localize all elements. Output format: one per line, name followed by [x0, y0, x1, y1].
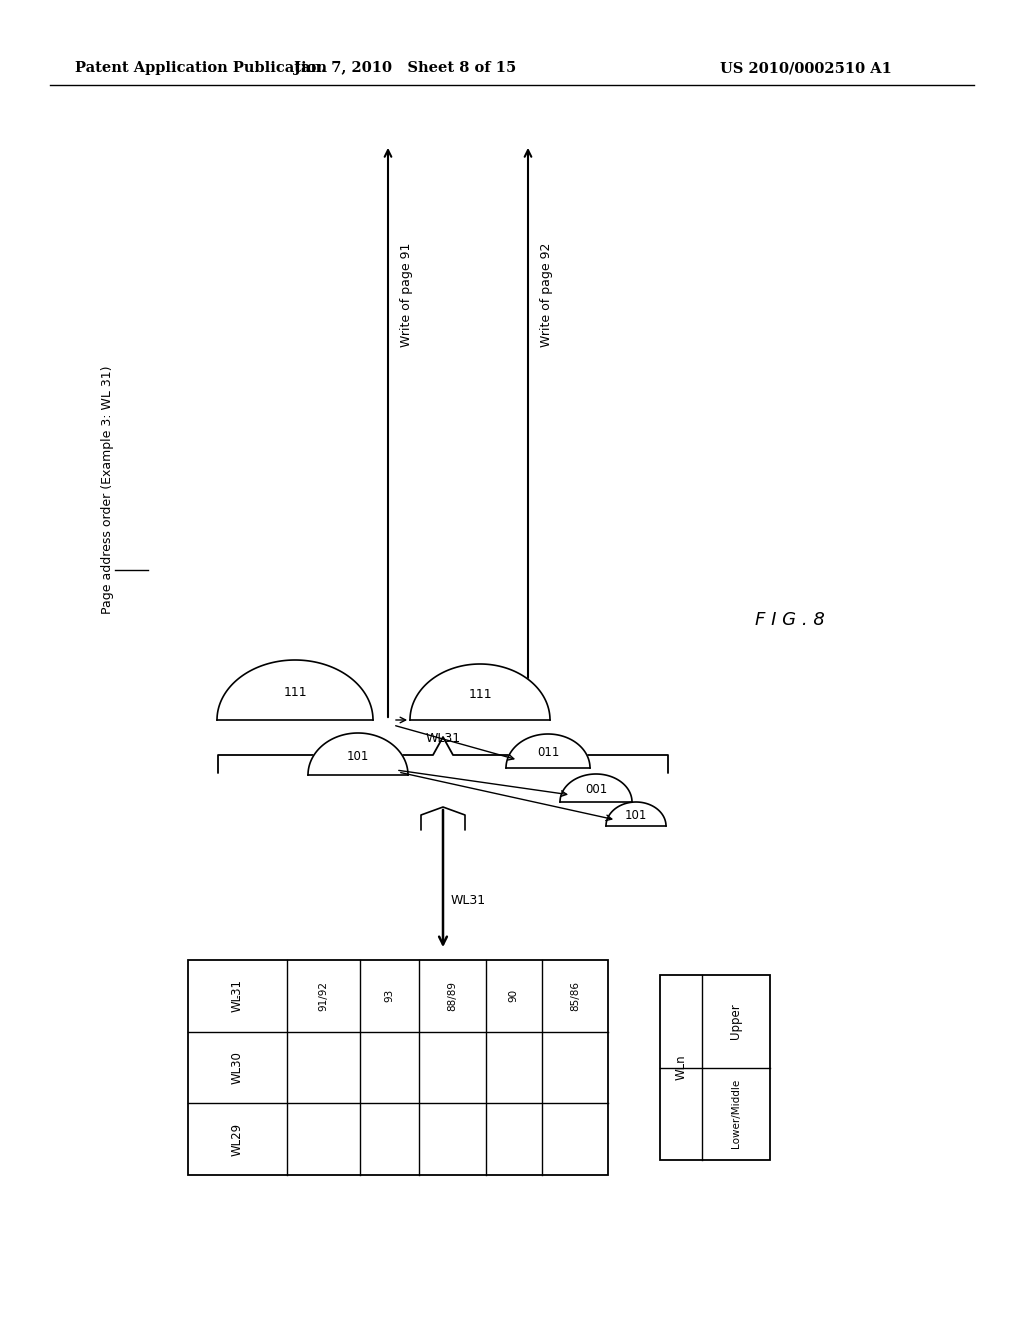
Polygon shape: [506, 734, 590, 768]
Polygon shape: [606, 803, 666, 826]
Text: WL31: WL31: [425, 733, 461, 744]
Text: 90: 90: [509, 989, 519, 1002]
Text: Jan. 7, 2010   Sheet 8 of 15: Jan. 7, 2010 Sheet 8 of 15: [294, 61, 516, 75]
Text: 85/86: 85/86: [570, 981, 580, 1011]
Text: Upper: Upper: [729, 1003, 742, 1039]
Text: WLn: WLn: [675, 1055, 687, 1080]
Text: Lower/Middle: Lower/Middle: [731, 1080, 741, 1148]
Text: 101: 101: [625, 809, 647, 821]
Text: US 2010/0002510 A1: US 2010/0002510 A1: [720, 61, 892, 75]
Bar: [188, 960, 608, 1175]
Text: WL29: WL29: [231, 1122, 244, 1156]
Text: Write of page 92: Write of page 92: [540, 243, 553, 347]
Text: WL31: WL31: [231, 979, 244, 1012]
Text: WL30: WL30: [231, 1051, 244, 1084]
Text: 88/89: 88/89: [447, 981, 458, 1011]
Text: Write of page 91: Write of page 91: [400, 243, 413, 347]
Text: 001: 001: [585, 783, 607, 796]
Polygon shape: [560, 774, 632, 803]
Polygon shape: [217, 660, 373, 719]
Text: -: -: [232, 994, 243, 998]
Text: F I G . 8: F I G . 8: [755, 611, 825, 630]
Text: 111: 111: [468, 688, 492, 701]
Text: Patent Application Publication: Patent Application Publication: [75, 61, 327, 75]
Bar: [660, 975, 770, 1160]
Text: 011: 011: [537, 746, 559, 759]
Text: 93: 93: [385, 989, 394, 1002]
Text: Page address order (Example 3: WL 31): Page address order (Example 3: WL 31): [101, 366, 115, 614]
Text: WL31: WL31: [451, 894, 486, 907]
Text: 91/92: 91/92: [318, 981, 329, 1011]
Text: 111: 111: [284, 686, 307, 700]
Polygon shape: [410, 664, 550, 719]
Polygon shape: [308, 733, 408, 775]
Text: 101: 101: [347, 750, 370, 763]
